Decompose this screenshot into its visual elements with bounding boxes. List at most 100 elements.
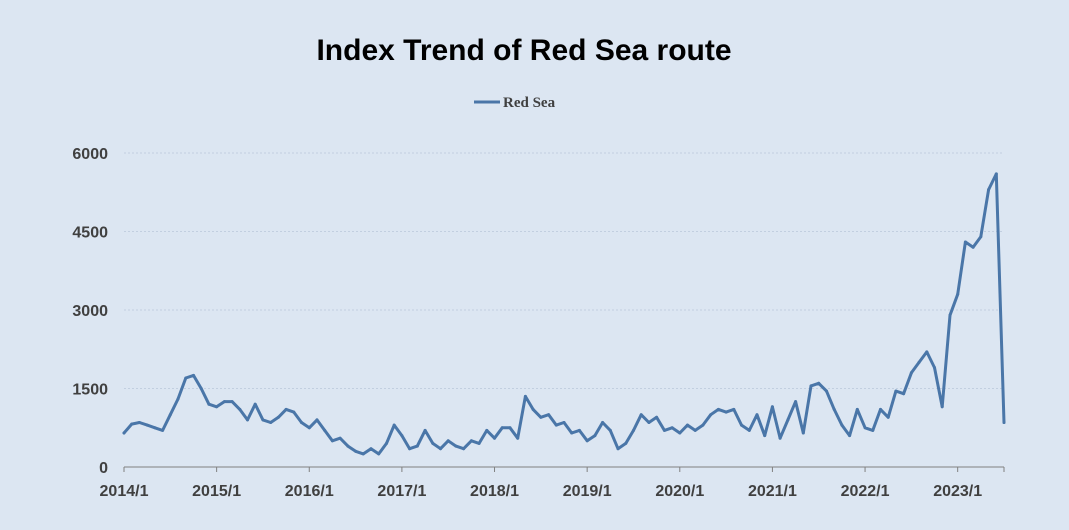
data-point [508,426,512,430]
data-point [794,400,798,404]
data-point [632,428,635,432]
data-point [693,428,697,432]
data-point [246,418,249,422]
data-point [832,407,836,411]
data-point [570,431,574,435]
data-point [925,350,929,354]
data-point [307,426,311,430]
data-point [577,428,581,432]
data-point [624,441,628,445]
data-point [323,428,327,432]
data-point [917,360,921,364]
data-point [493,436,496,440]
x-tick-label: 2019/1 [563,483,612,500]
data-point [462,447,466,451]
data-point [261,418,265,422]
data-point [207,402,211,406]
data-point [801,431,805,435]
data-point [608,428,612,432]
data-point [971,245,975,249]
data-point [369,447,373,451]
data-point [446,439,450,443]
data-point [894,389,898,393]
data-point [639,413,643,417]
data-point [933,366,936,370]
data-point [855,407,859,411]
x-tick-label: 2015/1 [192,483,241,500]
data-point [763,434,767,438]
data-point [662,428,666,432]
x-tick-label: 2018/1 [470,483,519,500]
data-point [817,381,821,385]
data-point [122,431,126,435]
data-point [137,421,141,424]
data-point [292,410,296,414]
data-point [963,240,967,244]
legend: Red Sea [474,95,556,111]
data-point [886,415,890,419]
data-point [485,428,489,432]
data-point [516,436,520,440]
data-point [825,389,828,393]
data-point [330,439,334,443]
series-layer [122,172,1006,456]
data-point [531,407,535,411]
data-point [400,434,404,438]
data-point [361,452,365,456]
data-point [647,421,651,424]
data-point [732,407,736,411]
data-point [871,428,875,432]
series-line-red-sea [122,172,1006,456]
data-point [909,371,913,375]
data-point [686,423,689,427]
data-point [601,421,605,424]
data-point [778,436,782,440]
data-point [523,394,527,398]
y-tick-label: 3000 [72,303,108,320]
data-point [423,428,427,432]
data-point [477,441,481,445]
data-point [176,397,180,401]
data-point [724,410,728,414]
data-point [848,434,852,438]
data-point [593,434,597,438]
data-point [145,423,149,427]
data-point [809,384,813,388]
data-point [879,407,882,411]
legend-label-red-sea: Red Sea [503,95,556,111]
gridlines [124,152,1004,389]
data-point [701,423,705,427]
data-point [840,423,844,427]
y-tick-label: 6000 [72,146,108,163]
data-point [346,444,350,448]
data-point [554,423,558,427]
x-tick-label: 2020/1 [655,483,704,500]
data-point [192,373,195,377]
data-point [655,415,659,419]
data-point [670,426,674,430]
data-point [354,449,358,453]
data-point [276,415,280,419]
y-tick-label: 1500 [72,382,108,399]
data-point [562,421,566,424]
data-point [740,423,743,427]
y-tick-label: 0 [99,460,108,477]
y-axis-ticks: 0 1500 3000 4500 6000 [72,146,108,477]
data-point [199,387,203,390]
data-point [863,426,867,430]
data-point [269,421,273,424]
data-point [439,447,442,451]
data-point [153,426,157,430]
data-point [338,436,342,440]
data-point [284,407,288,411]
data-point [786,418,790,422]
data-point [678,431,682,435]
data-point [987,188,991,192]
data-point [300,421,303,424]
data-point [215,405,219,409]
data-point [747,428,751,432]
data-point [377,452,381,456]
data-point [539,415,543,419]
data-point [253,402,257,406]
x-tick-label: 2023/1 [933,483,982,500]
